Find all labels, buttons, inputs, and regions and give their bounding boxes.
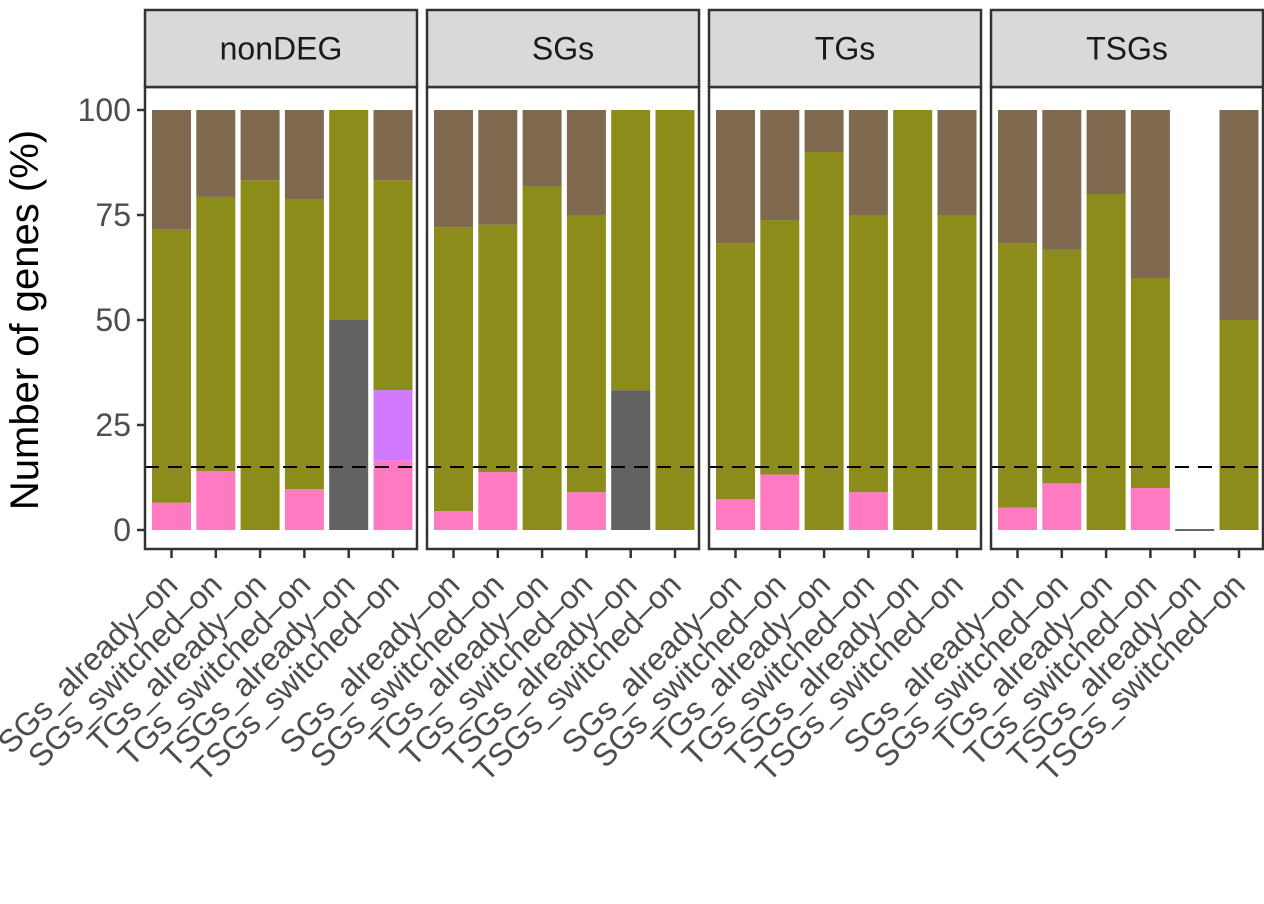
bar-segment	[152, 502, 191, 530]
y-tick-label: 0	[113, 512, 131, 548]
bar-segment	[937, 110, 977, 215]
bar-segment	[1219, 110, 1259, 320]
bar-segment	[196, 110, 236, 197]
bar-3	[848, 110, 888, 530]
bar-segment	[1130, 110, 1170, 278]
bar-segment	[284, 199, 324, 490]
bar-segment	[804, 110, 844, 152]
bar-segment	[329, 320, 369, 530]
bar-segment	[522, 110, 562, 187]
bar-segment	[329, 110, 369, 320]
bar-segment	[1130, 278, 1170, 488]
y-axis-title: Number of genes (%)	[3, 130, 47, 510]
bar-2	[522, 110, 562, 530]
bar-segment	[240, 180, 280, 530]
bar-segment	[434, 110, 473, 228]
bar-segment	[478, 110, 518, 225]
bar-segment	[1042, 110, 1082, 250]
y-tick-label: 75	[95, 197, 131, 233]
bar-segment	[284, 110, 324, 200]
bar-segment	[893, 110, 933, 530]
bar-segment	[611, 390, 651, 530]
bar-segment	[716, 243, 755, 500]
bar-segment	[373, 180, 413, 391]
bar-segment	[1219, 320, 1259, 530]
bar-segment	[196, 196, 236, 472]
bar-segment	[478, 472, 518, 530]
bar-3	[1130, 110, 1170, 530]
bar-1	[478, 110, 518, 530]
bar-5	[1219, 110, 1259, 530]
facet-panel-nondeg: SGs_already–onSGs_switched–onTGs_already…	[0, 8, 419, 788]
bar-segment	[611, 110, 651, 391]
facet-strip	[425, 8, 701, 89]
bar-segment	[716, 110, 755, 244]
y-tick-label: 100	[78, 92, 131, 128]
bar-segment	[848, 492, 888, 530]
facet-panels: SGs_already–onSGs_switched–onTGs_already…	[0, 8, 1264, 788]
facet-panel-tgs: SGs_already–onSGs_switched–onTGs_already…	[554, 8, 983, 788]
bar-segment	[284, 489, 324, 530]
bar-5	[655, 110, 695, 530]
facet-strip	[989, 8, 1264, 89]
bar-4	[329, 110, 369, 530]
bar-segment	[373, 110, 413, 181]
bar-4	[893, 110, 933, 530]
bar-3	[566, 110, 606, 530]
bar-segment	[566, 110, 606, 215]
y-tick-label: 50	[95, 302, 131, 338]
bar-0	[434, 110, 473, 530]
bar-segment	[1130, 488, 1170, 530]
facet-strip-label: TGs	[815, 31, 875, 67]
bar-0	[998, 110, 1037, 530]
bar-segment	[937, 215, 977, 530]
bar-segment	[434, 227, 473, 512]
bar-1	[196, 110, 236, 530]
bar-segment	[848, 110, 888, 215]
bar-segment	[1086, 110, 1126, 194]
bar-segment	[373, 460, 413, 530]
facet-strip-label: SGs	[532, 31, 594, 67]
facet-strip	[143, 8, 419, 89]
bar-segment	[566, 215, 606, 493]
bar-segment	[196, 471, 236, 530]
bar-1	[1042, 110, 1082, 530]
bar-5	[937, 110, 977, 530]
bar-segment	[240, 110, 280, 181]
bar-segment	[716, 499, 755, 530]
bar-4	[611, 110, 651, 530]
bar-segment	[152, 229, 191, 503]
bar-segment	[1086, 194, 1126, 530]
bar-2	[240, 110, 280, 530]
bar-2	[1086, 110, 1126, 530]
bar-segment	[760, 110, 800, 221]
facet-strip-label: TSGs	[1086, 31, 1168, 67]
y-axis: 0 25 50 75 100	[78, 92, 145, 548]
bar-5	[373, 110, 413, 530]
bar-1	[760, 110, 800, 530]
bar-segment	[522, 186, 562, 530]
bar-segment	[478, 224, 518, 473]
y-tick-label: 25	[95, 407, 131, 443]
bar-segment	[998, 110, 1037, 244]
bar-segment	[998, 243, 1037, 508]
bar-segment	[434, 511, 473, 530]
bar-segment	[373, 390, 413, 461]
bar-3	[284, 110, 324, 530]
bar-0	[716, 110, 755, 530]
facet-strip-label: nonDEG	[220, 31, 343, 67]
bar-segment	[655, 110, 695, 530]
bar-0	[152, 110, 191, 530]
bar-segment	[566, 492, 606, 530]
bar-segment	[804, 152, 844, 530]
bar-segment	[760, 220, 800, 475]
bar-segment	[1042, 483, 1082, 530]
bar-segment	[152, 110, 191, 230]
bar-segment	[760, 474, 800, 530]
facet-strip	[707, 8, 983, 89]
bar-segment	[1042, 249, 1082, 484]
bar-segment	[848, 215, 888, 493]
bar-segment	[998, 507, 1037, 530]
